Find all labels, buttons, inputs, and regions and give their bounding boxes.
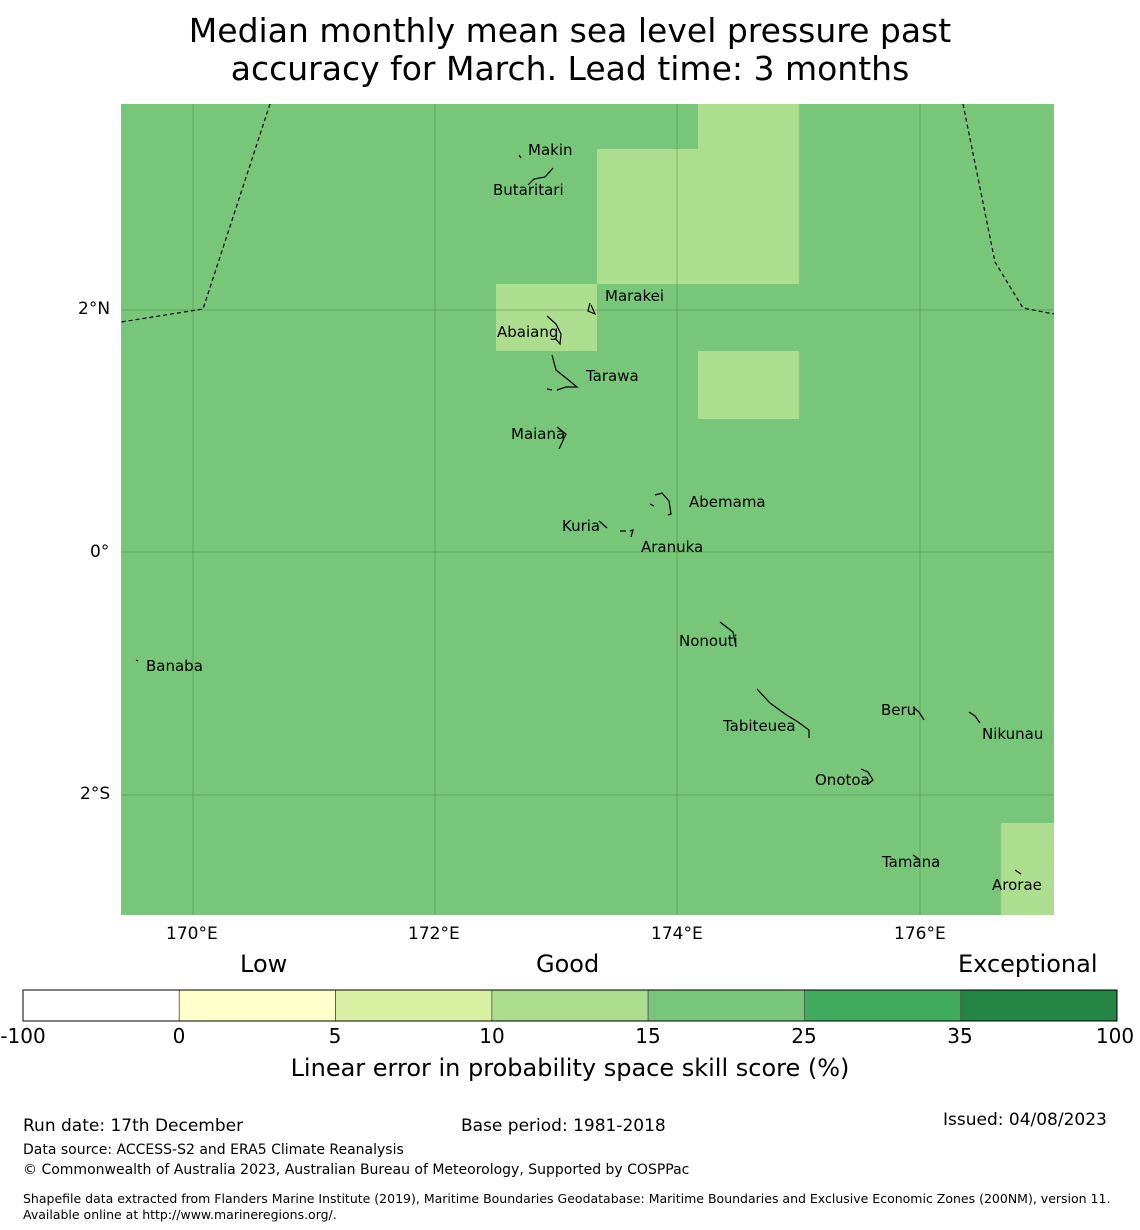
category-exceptional: Exceptional (958, 950, 1098, 978)
cell-north-2 (597, 149, 698, 284)
category-low: Low (240, 950, 288, 978)
place-label: Tarawa (586, 367, 639, 385)
colorbar-tick: 0 (172, 1024, 186, 1048)
run-date: Run date: 17th December (23, 1116, 244, 1136)
colorbar-segment (335, 989, 493, 1022)
place-label: Abaiang (497, 323, 559, 341)
lon-label-170e: 170°E (166, 924, 218, 944)
island-outlines (135, 154, 1022, 875)
place-label: Onotoa (815, 771, 870, 789)
eez-boundaries (120, 103, 1055, 323)
cell-arorae (1001, 823, 1054, 915)
lat-label-0: 0° (90, 542, 110, 562)
colorbar-tick: 25 (791, 1024, 817, 1048)
colorbar-tick: 15 (635, 1024, 661, 1048)
colorbar-segment (804, 989, 962, 1022)
highlight-cells (496, 104, 1054, 915)
colorbar (22, 989, 1118, 1022)
issued-date: Issued: 04/08/2023 (943, 1110, 1107, 1130)
lon-label-172e: 172°E (408, 924, 460, 944)
data-source: Data source: ACCESS-S2 and ERA5 Climate … (23, 1142, 404, 1158)
lat-label-2s: 2°S (80, 784, 111, 804)
lat-label-2n: 2°N (78, 299, 111, 319)
copyright: © Commonwealth of Australia 2023, Austra… (23, 1162, 690, 1178)
place-label: Abemama (689, 493, 766, 511)
colorbar-tick: -100 (0, 1024, 46, 1048)
place-label: Kuria (562, 517, 601, 535)
lon-label-176e: 176°E (894, 924, 946, 944)
colorbar-tick: 10 (479, 1024, 505, 1048)
map-background (121, 104, 1054, 915)
place-label: Tabiteuea (723, 717, 796, 735)
colorbar-segment (647, 989, 805, 1022)
place-label: Nonouti (679, 632, 738, 650)
place-label: Maiana (511, 425, 566, 443)
colorbar-tick: 5 (328, 1024, 342, 1048)
place-label: Butaritari (493, 181, 564, 199)
map-plot (120, 103, 1055, 915)
colorbar-tick: 100 (1095, 1024, 1135, 1048)
place-label: Nikunau (982, 725, 1044, 743)
base-period: Base period: 1981-2018 (461, 1116, 666, 1136)
lon-label-174e: 174°E (651, 924, 703, 944)
colorbar-segment (960, 989, 1118, 1022)
shapefile-credit: Shapefile data extracted from Flanders M… (23, 1191, 1111, 1222)
place-label: Arorae (992, 876, 1042, 894)
cell-abaiang (496, 284, 597, 351)
place-label: Marakei (605, 287, 665, 305)
place-label: Aranuka (641, 538, 704, 556)
colorbar-tick: 35 (947, 1024, 973, 1048)
title-line-1: Median monthly mean sea level pressure p… (188, 11, 952, 50)
colorbar-segment (22, 989, 180, 1022)
gridlines (121, 104, 1054, 915)
category-good: Good (536, 950, 600, 978)
place-label: Tamana (882, 853, 941, 871)
colorbar-title: Linear error in probability space skill … (290, 1054, 850, 1082)
place-label: Makin (528, 141, 573, 159)
colorbar-segment (178, 989, 336, 1022)
cell-north-1 (698, 104, 799, 284)
place-label: Banaba (146, 657, 203, 675)
colorbar-segment (491, 989, 649, 1022)
place-label: Beru (881, 701, 917, 719)
title-line-2: accuracy for March. Lead time: 3 months (230, 49, 910, 88)
cell-east (698, 351, 799, 419)
